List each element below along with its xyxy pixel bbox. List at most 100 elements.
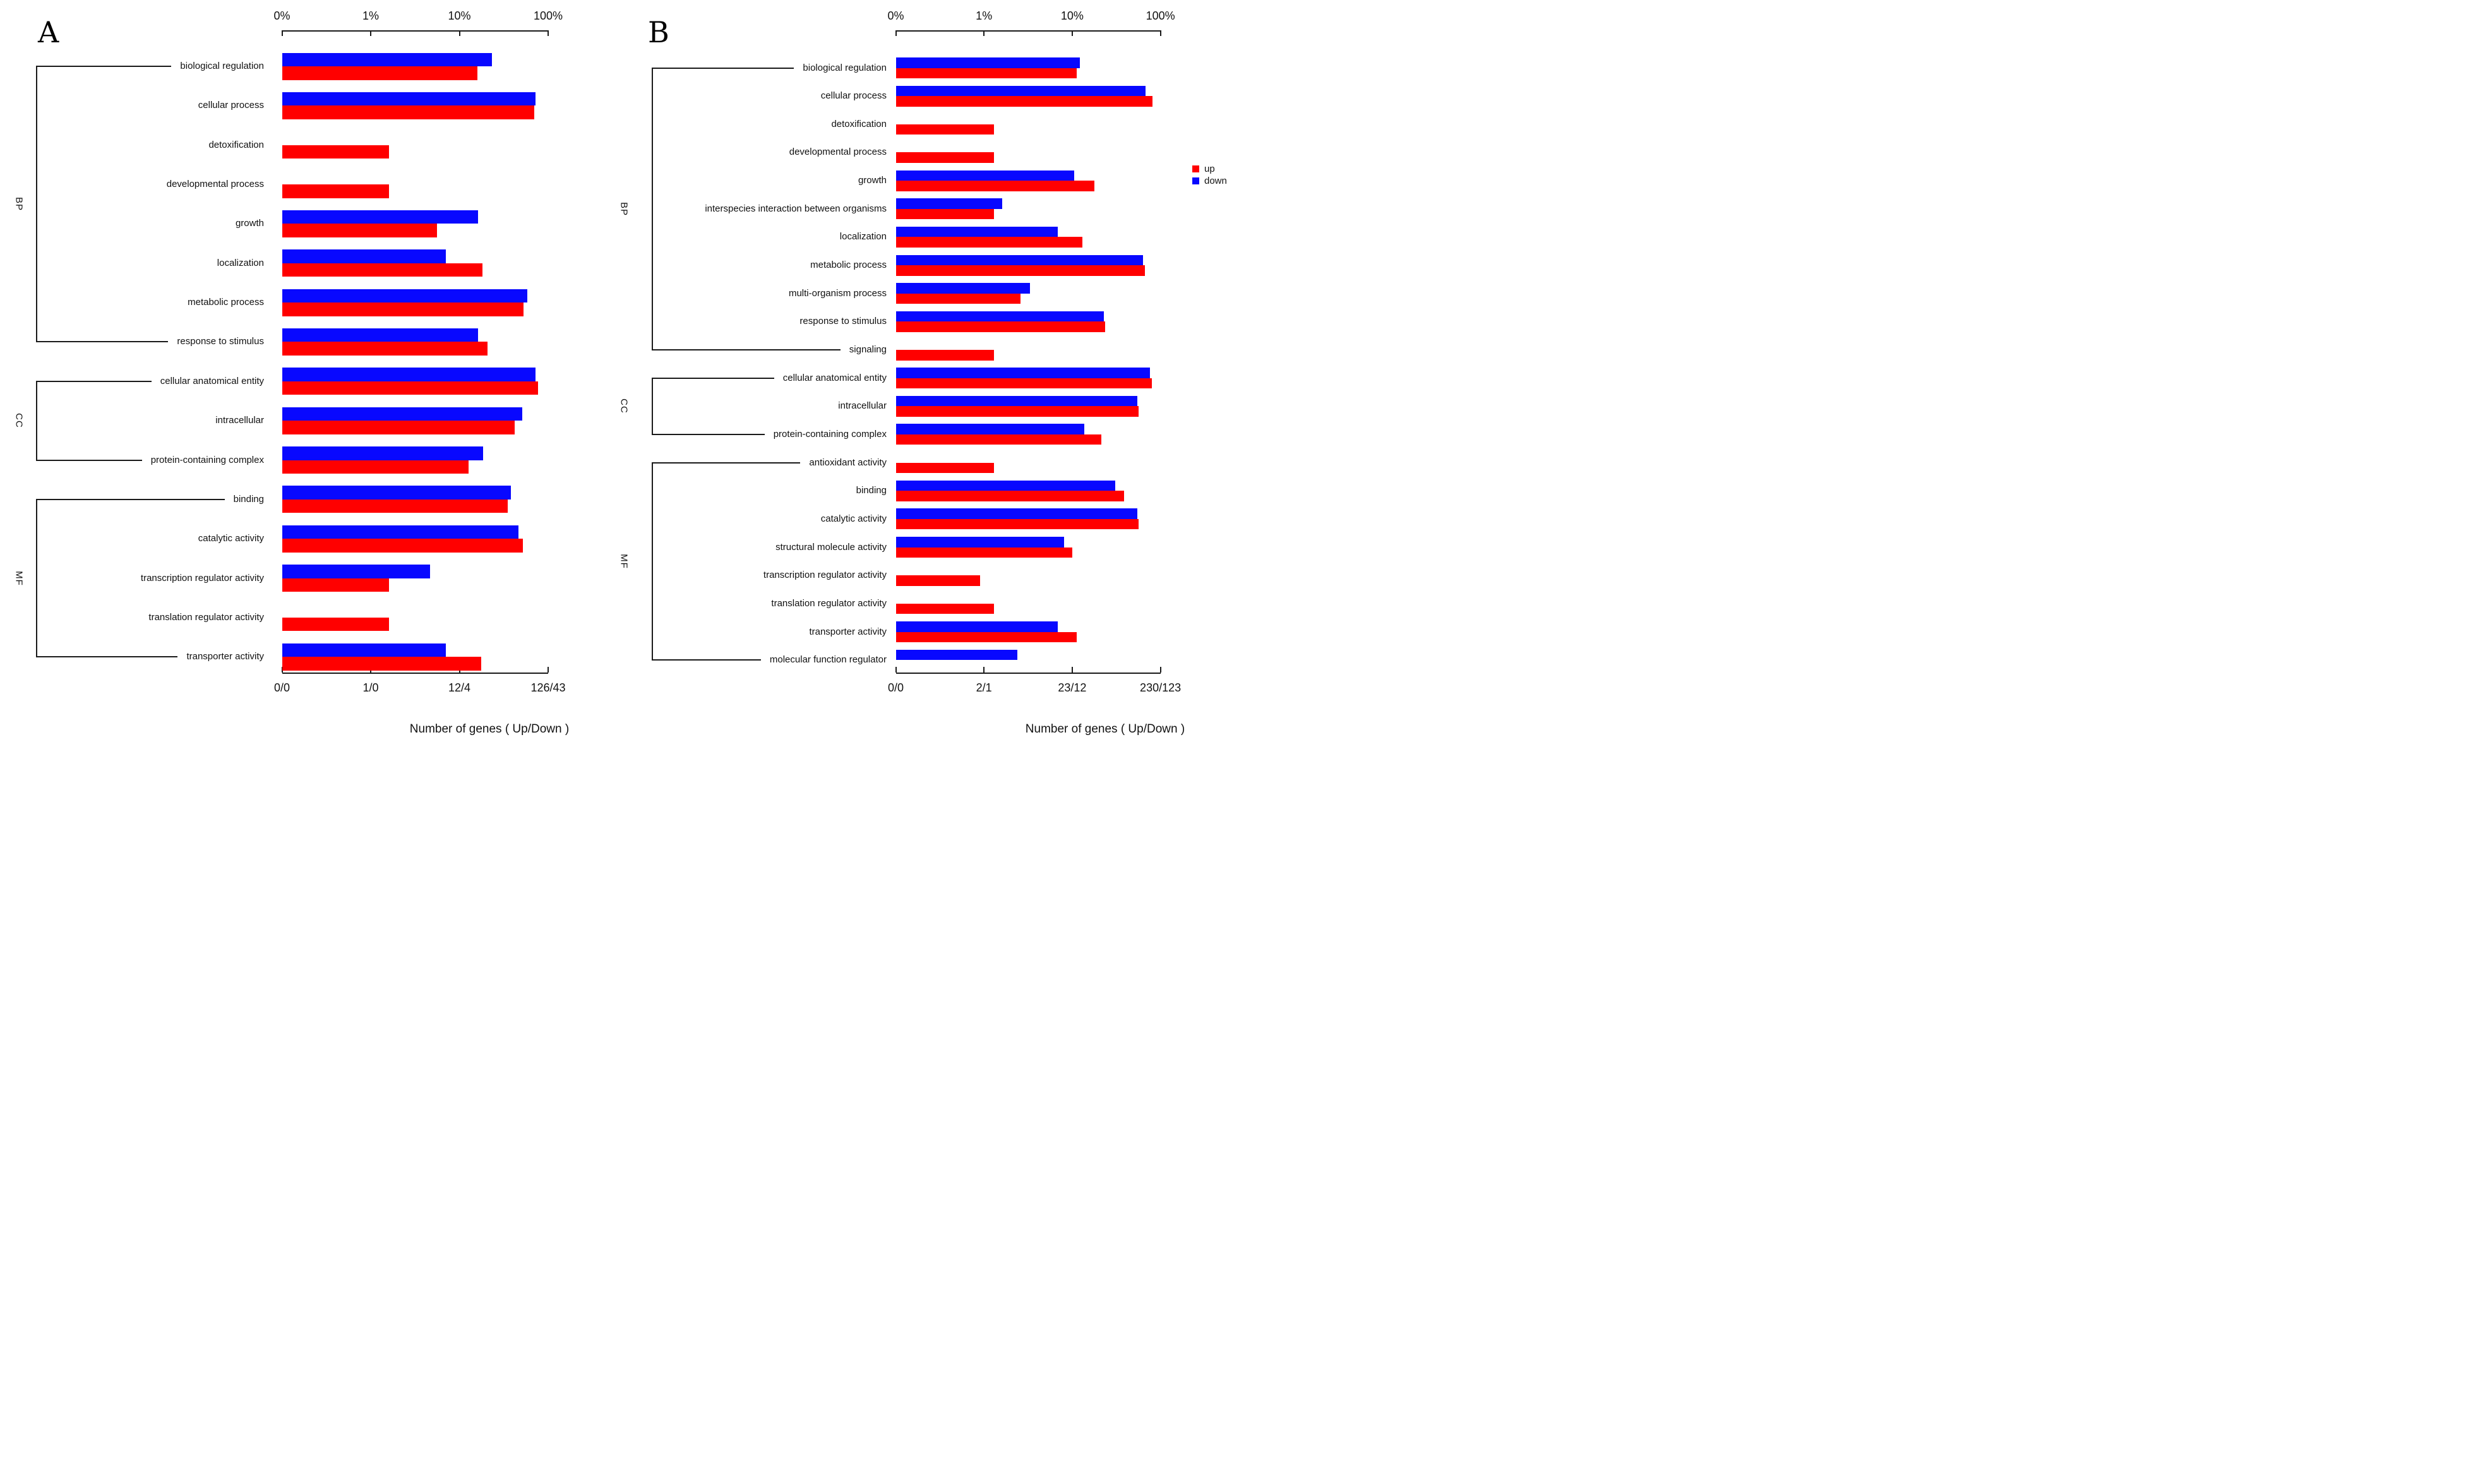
category-label: transporter activity	[571, 626, 887, 637]
group-bracket-vertical	[36, 380, 37, 461]
bottom-axis-tick-label: 0/0	[273, 681, 290, 694]
bottom-axis-tick-label: 230/123	[1140, 681, 1182, 694]
category-label: biological regulation	[571, 63, 887, 73]
bottom-axis-tick	[548, 667, 549, 673]
category-label-text: intracellular	[838, 400, 887, 412]
top-axis-tick	[1159, 30, 1161, 36]
bar-up	[895, 265, 1145, 276]
bar-up	[282, 499, 508, 513]
category-label: structural molecule activity	[571, 542, 887, 553]
category-label: response to stimulus	[0, 336, 264, 347]
bar-up	[895, 406, 1139, 417]
bottom-axis-tick	[1159, 667, 1161, 673]
legend-down-label: down	[1204, 176, 1227, 186]
bottom-axis-tick-label: 2/1	[976, 681, 992, 694]
category-label: cellular process	[0, 100, 264, 111]
bar-down	[282, 565, 431, 578]
bar-down	[895, 621, 1058, 632]
category-label-text: response to stimulus	[799, 316, 887, 327]
top-axis-line	[895, 30, 1161, 32]
top-axis-tick	[458, 30, 460, 36]
group-bracket-stub	[36, 66, 172, 67]
bottom-axis-tick-label: 23/12	[1058, 681, 1087, 694]
category-label-text: cellular process	[198, 100, 264, 111]
bar-up	[895, 350, 995, 361]
category-label-text: binding	[233, 493, 264, 505]
bar-up	[895, 603, 995, 614]
bar-up	[895, 152, 995, 163]
category-label-text: transcription regulator activity	[763, 570, 887, 581]
category-label: molecular function regulator	[571, 654, 887, 665]
bar-up	[895, 462, 995, 474]
group-bracket-vertical	[652, 462, 653, 661]
category-label: localization	[0, 258, 264, 268]
panel-a-letter: A	[38, 15, 59, 49]
group-bracket-stub	[652, 433, 765, 435]
category-label-text: intracellular	[215, 415, 264, 426]
group-bracket-stub	[36, 498, 225, 500]
bar-down	[895, 368, 1151, 378]
bar-up	[282, 460, 469, 474]
category-label-text: metabolic process	[810, 260, 887, 271]
group-label-mf: MF	[618, 554, 630, 569]
category-label-text: developmental process	[789, 147, 887, 158]
legend-up-label: up	[1204, 164, 1215, 174]
category-label-text: catalytic activity	[820, 513, 887, 524]
category-label-text: translation regulator activity	[771, 597, 887, 609]
bar-down	[895, 198, 1002, 209]
category-label: metabolic process	[0, 297, 264, 308]
bar-up	[282, 302, 524, 316]
category-label-text: detoxification	[208, 139, 264, 150]
bar-down	[895, 480, 1116, 491]
group-label-bp: BP	[618, 201, 630, 216]
bar-up	[895, 491, 1124, 501]
category-label: metabolic process	[571, 260, 887, 270]
bottom-axis-tick	[1071, 667, 1073, 673]
category-label-text: signaling	[849, 344, 887, 355]
bar-down	[282, 328, 479, 342]
category-label-text: molecular function regulator	[769, 654, 887, 666]
bar-down	[895, 283, 1030, 294]
top-axis-tick-label: 0%	[273, 9, 290, 22]
category-label-text: developmental process	[166, 179, 264, 190]
bar-up	[282, 66, 477, 80]
group-label-mf: MF	[13, 570, 25, 586]
top-axis-tick	[1071, 30, 1073, 36]
bar-up	[895, 237, 1082, 248]
group-bracket-stub	[652, 659, 761, 661]
top-axis-tick	[895, 30, 897, 36]
bar-down	[282, 210, 479, 224]
category-label: binding	[571, 485, 887, 496]
top-axis-tick-label: 1%	[362, 9, 380, 22]
group-label-cc: CC	[13, 413, 25, 428]
group-bracket-vertical	[36, 66, 37, 343]
category-label-text: growth	[235, 218, 264, 229]
bar-down	[282, 368, 536, 381]
category-label: developmental process	[571, 147, 887, 157]
top-axis-tick-label: 1%	[976, 9, 993, 22]
top-axis-tick	[983, 30, 985, 36]
category-label-text: detoxification	[831, 118, 887, 129]
bar-up	[895, 293, 1021, 304]
category-label-text: localization	[217, 257, 264, 268]
legend: up down	[1192, 163, 1227, 187]
category-label: developmental process	[0, 179, 264, 189]
category-label: cellular process	[571, 90, 887, 101]
top-axis-tick-label: 10%	[1060, 9, 1084, 22]
legend-row-up: up	[1192, 163, 1227, 175]
top-axis-tick	[281, 30, 283, 36]
category-label: transcription regulator activity	[0, 573, 264, 583]
category-label: protein-containing complex	[571, 429, 887, 440]
legend-row-down: down	[1192, 175, 1227, 187]
category-label: translation regulator activity	[571, 598, 887, 609]
category-label: catalytic activity	[0, 533, 264, 544]
category-label-text: protein-containing complex	[773, 428, 887, 440]
top-axis-tick	[548, 30, 549, 36]
bar-up	[895, 378, 1152, 389]
top-axis-tick-label: 0%	[887, 9, 904, 22]
bottom-axis-line	[282, 673, 548, 674]
category-label: intracellular	[0, 415, 264, 426]
bar-up	[282, 657, 481, 671]
top-axis-tick-label: 100%	[533, 9, 563, 22]
category-label-text: binding	[856, 485, 887, 496]
